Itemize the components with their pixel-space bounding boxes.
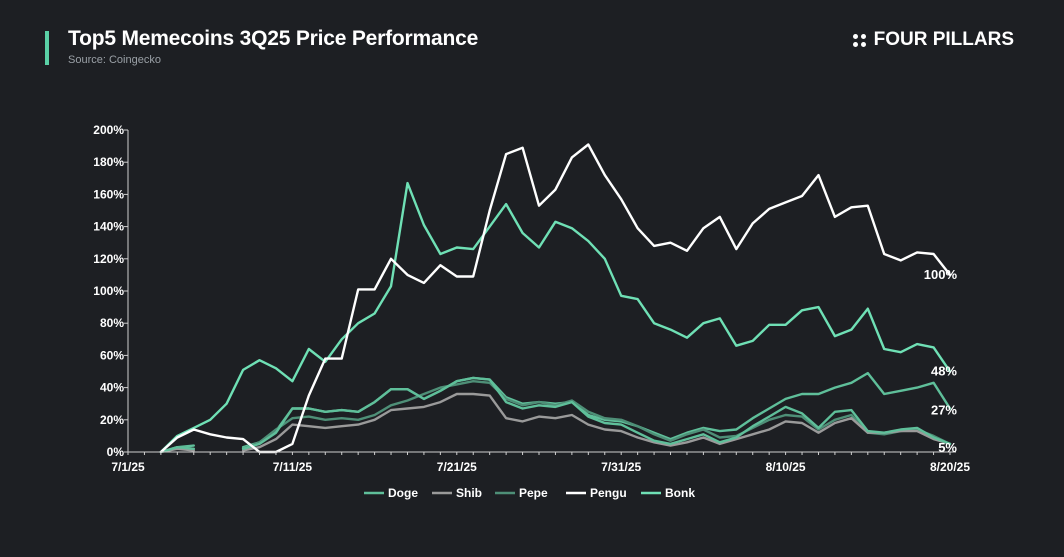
x-tick-label: 8/10/25 [766, 460, 806, 474]
series-line-bonk [159, 181, 952, 454]
brand-name: FOUR PILLARS [873, 29, 1014, 50]
legend-label: Pengu [590, 486, 627, 500]
y-tick-label: 80% [100, 316, 124, 330]
y-tick-label: 140% [93, 220, 124, 234]
series-line-pengu [159, 143, 952, 454]
y-tick-label: 100% [93, 284, 124, 298]
end-value-label: 100% [924, 267, 958, 282]
y-tick-label: 20% [100, 413, 124, 427]
chart-title: Top5 Memecoins 3Q25 Price Performance [68, 27, 479, 50]
x-tick-label: 7/11/25 [273, 460, 313, 474]
y-tick-label: 200% [93, 123, 124, 137]
title-accent-bar [45, 31, 49, 65]
y-tick-label: 0% [107, 445, 125, 459]
x-tick-label: 7/1/25 [111, 460, 145, 474]
series-line-doge [159, 376, 952, 454]
end-value-label: 27% [931, 403, 957, 418]
legend-label: Shib [456, 486, 482, 500]
end-value-label: 5% [938, 440, 957, 455]
x-tick-label: 7/21/25 [437, 460, 477, 474]
y-tick-label: 180% [93, 155, 124, 169]
y-tick-label: 120% [93, 252, 124, 266]
four-dots-icon [852, 33, 866, 47]
y-tick-label: 40% [100, 381, 124, 395]
chart-source: Source: Coingecko [68, 54, 161, 66]
y-tick-label: 160% [93, 187, 124, 201]
brand-logo: FOUR PILLARS [852, 29, 1014, 51]
x-tick-label: 7/31/25 [601, 460, 641, 474]
y-tick-label: 60% [100, 348, 124, 362]
chart-card [11, 12, 1056, 545]
x-tick-label: 8/20/25 [930, 460, 970, 474]
series-line-unlabeled [159, 371, 952, 454]
end-value-label: 48% [931, 364, 957, 379]
legend-label: Pepe [519, 486, 548, 500]
legend-label: Bonk [665, 486, 695, 500]
legend-label: Doge [388, 486, 418, 500]
